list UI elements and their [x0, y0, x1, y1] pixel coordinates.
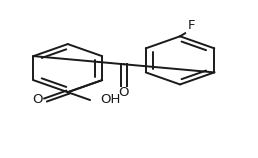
- Text: OH: OH: [101, 93, 121, 106]
- Text: O: O: [119, 86, 129, 100]
- Text: F: F: [188, 19, 195, 32]
- Text: O: O: [32, 93, 43, 106]
